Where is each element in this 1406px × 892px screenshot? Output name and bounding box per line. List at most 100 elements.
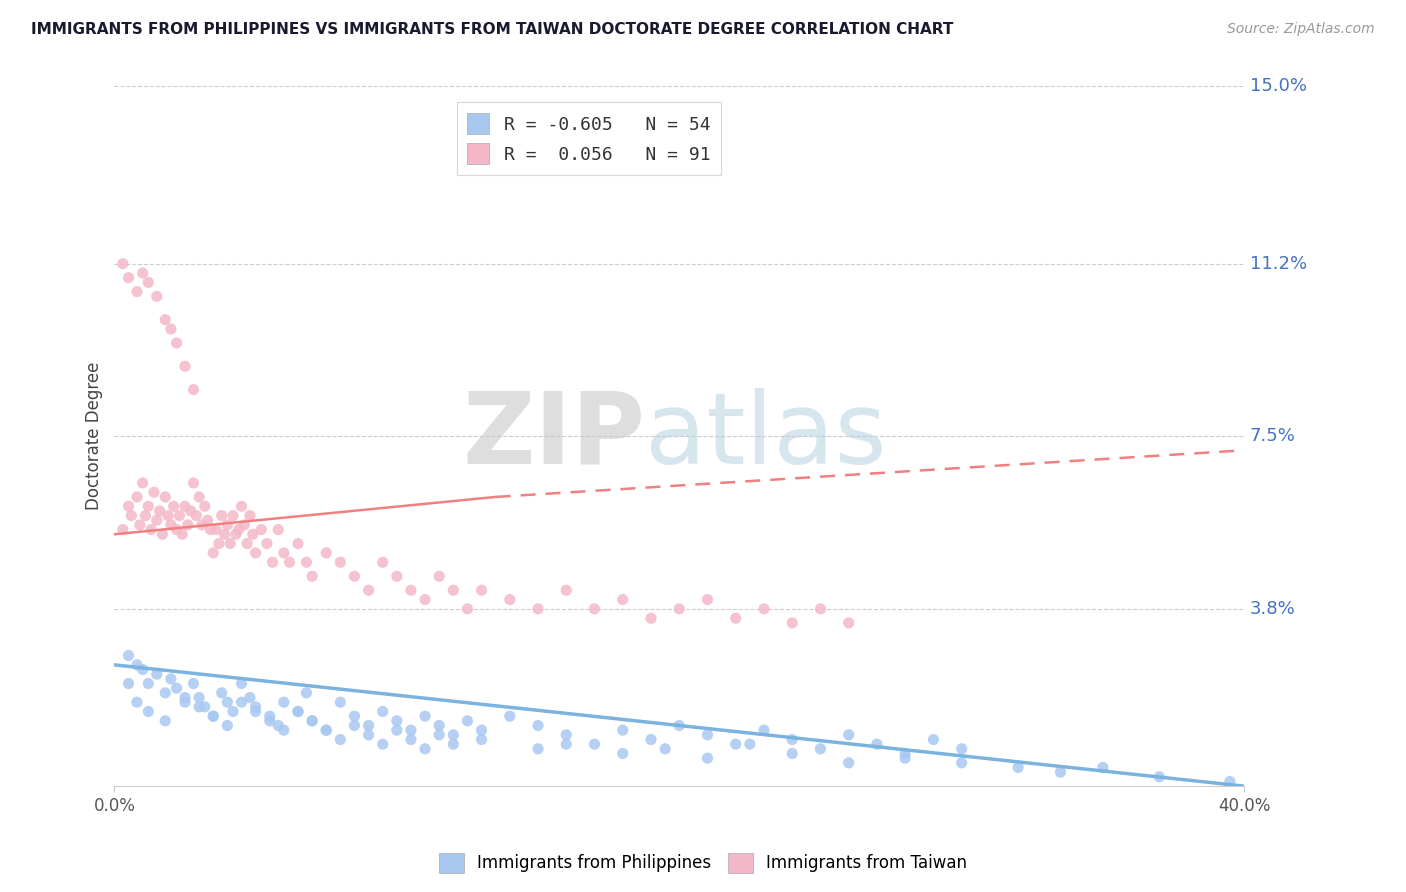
Point — [427, 718, 450, 732]
Point — [810, 602, 832, 616]
Point — [640, 732, 662, 747]
Text: 3.8%: 3.8% — [1250, 600, 1295, 618]
Point — [202, 709, 225, 723]
Point — [441, 583, 464, 598]
Point — [357, 718, 380, 732]
Point — [228, 523, 250, 537]
Point — [427, 569, 450, 583]
Point — [183, 475, 205, 490]
Point — [838, 615, 860, 630]
Point — [197, 513, 219, 527]
Point — [222, 705, 245, 719]
Point — [211, 686, 233, 700]
Point — [295, 555, 318, 569]
Point — [301, 714, 323, 728]
Point — [427, 728, 450, 742]
Point — [752, 602, 775, 616]
Point — [146, 667, 169, 681]
Point — [163, 500, 186, 514]
Point — [696, 592, 718, 607]
Point — [160, 517, 183, 532]
Point — [155, 714, 177, 728]
Point — [780, 732, 803, 747]
Point — [668, 602, 690, 616]
Point — [211, 508, 233, 523]
Point — [208, 536, 231, 550]
Point — [413, 592, 436, 607]
Point — [225, 527, 247, 541]
Point — [1149, 770, 1171, 784]
Point — [139, 523, 162, 537]
Point — [287, 536, 309, 550]
Point — [259, 714, 281, 728]
Point — [583, 737, 606, 751]
Point — [640, 611, 662, 625]
Point — [385, 714, 408, 728]
Point — [134, 508, 156, 523]
Point — [205, 523, 228, 537]
Point — [188, 490, 211, 504]
Point — [278, 555, 301, 569]
Point — [499, 592, 522, 607]
Point — [131, 266, 153, 280]
Point — [194, 500, 217, 514]
Point — [301, 714, 323, 728]
Point — [186, 508, 208, 523]
Point — [166, 336, 188, 351]
Point — [239, 690, 262, 705]
Point — [191, 517, 214, 532]
Point — [160, 672, 183, 686]
Legend: R = -0.605   N = 54, R =  0.056   N = 91: R = -0.605 N = 54, R = 0.056 N = 91 — [457, 103, 721, 175]
Point — [166, 681, 188, 696]
Point — [612, 747, 634, 761]
Point — [668, 718, 690, 732]
Point — [950, 741, 973, 756]
Point — [160, 322, 183, 336]
Point — [329, 555, 352, 569]
Point — [117, 648, 139, 663]
Point — [183, 676, 205, 690]
Point — [125, 490, 148, 504]
Point — [188, 690, 211, 705]
Point — [136, 676, 159, 690]
Point — [287, 705, 309, 719]
Point — [174, 690, 197, 705]
Point — [242, 527, 264, 541]
Point — [236, 536, 259, 550]
Point — [838, 728, 860, 742]
Point — [131, 663, 153, 677]
Point — [612, 592, 634, 607]
Point — [111, 257, 134, 271]
Point — [136, 705, 159, 719]
Point — [169, 508, 191, 523]
Point — [202, 709, 225, 723]
Point — [1049, 765, 1071, 780]
Point — [155, 686, 177, 700]
Point — [245, 699, 267, 714]
Point — [441, 728, 464, 742]
Text: IMMIGRANTS FROM PHILIPPINES VS IMMIGRANTS FROM TAIWAN DOCTORATE DEGREE CORRELATI: IMMIGRANTS FROM PHILIPPINES VS IMMIGRANT… — [31, 22, 953, 37]
Point — [177, 517, 200, 532]
Point — [217, 695, 239, 709]
Point — [146, 513, 169, 527]
Point — [295, 686, 318, 700]
Point — [117, 500, 139, 514]
Text: ZIP: ZIP — [463, 388, 645, 484]
Point — [470, 732, 492, 747]
Point — [117, 676, 139, 690]
Point — [217, 517, 239, 532]
Legend: Immigrants from Philippines, Immigrants from Taiwan: Immigrants from Philippines, Immigrants … — [432, 847, 974, 880]
Point — [125, 657, 148, 672]
Point — [125, 695, 148, 709]
Point — [301, 569, 323, 583]
Point — [267, 718, 290, 732]
Point — [146, 289, 169, 303]
Point — [155, 490, 177, 504]
Point — [239, 508, 262, 523]
Point — [329, 732, 352, 747]
Point — [125, 285, 148, 299]
Point — [273, 695, 295, 709]
Point — [111, 523, 134, 537]
Point — [612, 723, 634, 738]
Point — [219, 536, 242, 550]
